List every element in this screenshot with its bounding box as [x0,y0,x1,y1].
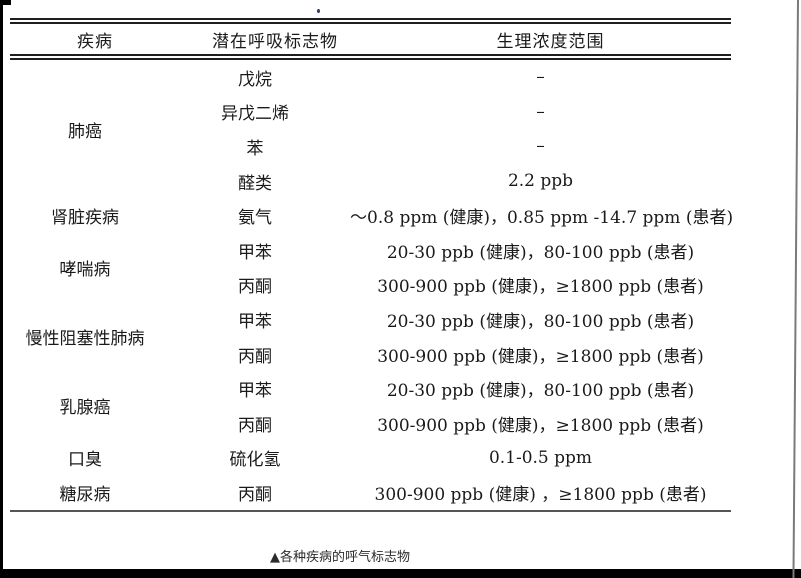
column-header-biomarker: 潜在呼吸标志物 [212,31,338,52]
table-row: 肾脏疾病 氨气 ～0.8 ppm (健康)，0.85 ppm -14.7 ppm… [10,198,734,233]
table-row: 乳腺癌 甲苯 20-30 ppb (健康)，80-100 ppb (患者) [10,371,731,418]
column-header-disease: 疾病 [77,31,113,52]
range-cell: 20-30 ppb (健康)，80-100 ppb (患者) [386,242,695,263]
disease-cell: 口臭 [68,450,102,471]
table-row: 丙酮 300-900 ppb (健康)，≥1800 ppb (患者) [10,406,731,441]
table-row: 糖尿病 丙酮 300-900 ppb (健康) ，≥1800 ppb (患者) [10,475,731,510]
column-header-concentration-range: 生理浓度范围 [496,31,605,52]
table-header-row: 疾病 潜在呼吸标志物 生理浓度范围 [10,24,731,54]
range-cell: 2.2 ppb [507,171,574,192]
table-row: 醛类 2.2 ppb [10,164,731,199]
disease-cell: 慢性阻塞性肺病 [25,329,145,350]
table-row: 慢性阻塞性肺病 甲苯 20-30 ppb (健康)，80-100 ppb (患者… [10,302,731,349]
marker-cell: 丙酮 [238,277,272,298]
marker-cell: 丙酮 [238,346,272,367]
breath-biomarker-table: 疾病 潜在呼吸标志物 生理浓度范围 肺癌 戊烷 – 异戊二烯 – 苯 – 醛类 … [10,18,734,513]
table-row: 丙酮 300-900 ppb (健康)，≥1800 ppb (患者) [10,337,731,372]
table-top-rule [10,18,731,24]
range-cell: 20-30 ppb (健康)，80-100 ppb (患者) [386,311,695,332]
range-cell: – [536,67,545,88]
range-cell: ～0.8 ppm (健康)，0.85 ppm -14.7 ppm (患者) [350,208,734,229]
table-header-rule [10,54,731,60]
table-caption: ▲各种疾病的呼气标志物 [270,550,410,565]
disease-cell: 糖尿病 [59,484,111,505]
range-cell: 300-900 ppb (健康)，≥1800 ppb (患者) [377,415,704,436]
page-border-left [0,0,3,578]
range-cell: – [536,136,545,157]
table-row: 肺癌 戊烷 – [10,60,731,141]
disease-cell: 肾脏疾病 [51,208,119,229]
table-row: 口臭 硫化氢 0.1-0.5 ppm [10,441,731,476]
marker-cell: 甲苯 [238,381,272,402]
marker-cell: 丙酮 [238,484,272,505]
table-body: 肺癌 戊烷 – 异戊二烯 – 苯 – 醛类 2.2 ppb 肾脏疾病 氨气 ～0… [10,60,734,510]
table-row: 苯 – [10,129,731,164]
range-cell: – [536,101,545,122]
marker-cell: 醛类 [238,173,272,194]
page-border-right [792,0,799,578]
page-border-bottom [0,569,801,578]
disease-cell: 肺癌 [68,121,102,142]
marker-cell: 异戊二烯 [221,104,289,125]
range-cell: 300-900 ppb (健康)，≥1800 ppb (患者) [377,277,704,298]
range-cell: 300-900 ppb (健康) ，≥1800 ppb (患者) [374,484,707,505]
stray-dot [317,9,320,13]
marker-cell: 苯 [246,138,264,159]
marker-cell: 氨气 [238,208,272,229]
table-row: 异戊二烯 – [10,95,731,130]
range-cell: 0.1-0.5 ppm [488,447,593,468]
range-cell: 300-900 ppb (健康)，≥1800 ppb (患者) [377,346,704,367]
marker-cell: 甲苯 [238,242,272,263]
range-cell: 20-30 ppb (健康)，80-100 ppb (患者) [386,381,695,402]
disease-cell: 哮喘病 [59,260,111,281]
marker-cell: 丙酮 [238,415,272,436]
marker-cell: 硫化氢 [229,450,281,471]
marker-cell: 甲苯 [238,311,272,332]
table-row: 丙酮 300-900 ppb (健康)，≥1800 ppb (患者) [10,268,731,303]
table-bottom-rule [10,509,731,513]
marker-cell: 戊烷 [238,69,272,90]
page-corner-mark [0,0,11,5]
table-row: 哮喘病 甲苯 20-30 ppb (健康)，80-100 ppb (患者) [10,233,731,280]
disease-cell: 乳腺癌 [59,398,111,419]
